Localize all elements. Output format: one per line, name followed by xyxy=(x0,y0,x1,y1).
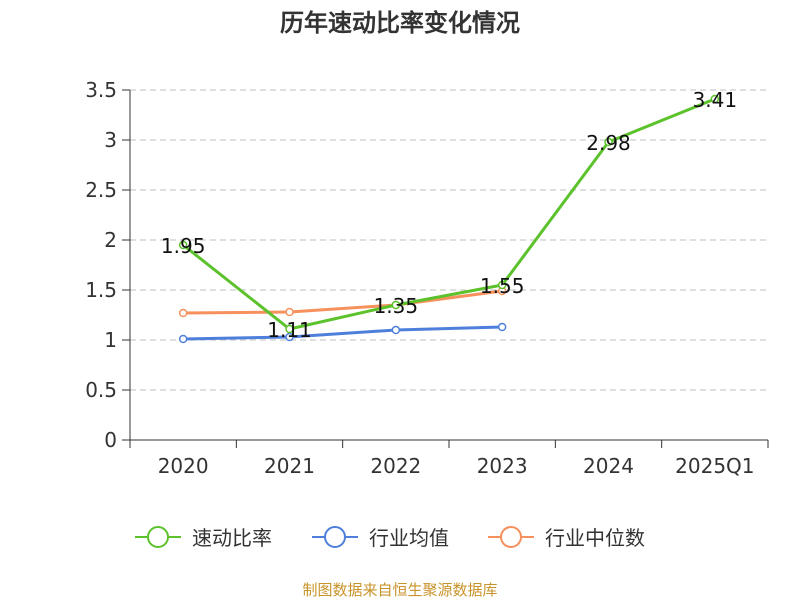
legend-swatch-marker xyxy=(500,526,522,548)
data-label: 1.55 xyxy=(480,274,525,298)
data-point xyxy=(391,300,401,310)
data-label: 1.95 xyxy=(161,234,206,258)
data-point xyxy=(178,334,188,344)
data-point xyxy=(178,308,188,318)
data-point xyxy=(285,307,294,317)
y-tick-label: 2 xyxy=(104,228,117,252)
data-label: 3.41 xyxy=(693,88,738,112)
series-0 xyxy=(178,94,720,334)
data-point xyxy=(497,322,507,332)
y-tick-label: 0 xyxy=(104,428,117,452)
series-2 xyxy=(178,286,507,318)
y-tick-label: 0.5 xyxy=(85,378,117,402)
data-point xyxy=(285,324,294,334)
series-line xyxy=(182,97,716,331)
legend: 速动比率 行业均值 行业中位数 xyxy=(135,526,645,550)
y-tick-label: 3 xyxy=(104,128,117,152)
data-label: 2.98 xyxy=(586,131,631,155)
data-point xyxy=(604,137,613,147)
series-line xyxy=(183,289,503,315)
x-tick-label: 2023 xyxy=(477,454,528,478)
data-label: 1.11 xyxy=(267,318,312,342)
legend-label: 速动比率 xyxy=(192,526,272,550)
source-note: 制图数据来自恒生聚源数据库 xyxy=(302,581,497,599)
legend-item: 行业中位数 xyxy=(488,526,645,550)
x-tick-label: 2025Q1 xyxy=(675,454,754,478)
data-point xyxy=(497,280,507,290)
y-tick-label: 3.5 xyxy=(85,78,117,102)
series xyxy=(178,94,720,344)
y-tick-label: 1.5 xyxy=(85,278,117,302)
x-tick-label: 2022 xyxy=(370,454,421,478)
series-1 xyxy=(178,322,507,344)
series-line xyxy=(183,325,503,341)
data-label: 1.35 xyxy=(374,294,419,318)
x-tick-label: 2024 xyxy=(583,454,634,478)
data-point xyxy=(391,325,401,335)
legend-swatch-marker xyxy=(147,526,169,548)
legend-swatch-marker xyxy=(324,526,346,548)
grid xyxy=(130,89,768,391)
x-tick-label: 2020 xyxy=(158,454,209,478)
legend-label: 行业中位数 xyxy=(545,526,645,550)
y-tick-label: 1 xyxy=(104,328,117,352)
data-point xyxy=(710,94,720,104)
data-point xyxy=(285,332,294,342)
legend-label: 行业均值 xyxy=(369,526,449,550)
legend-item: 速动比率 xyxy=(135,526,272,550)
y-tick-label: 2.5 xyxy=(85,178,117,202)
axes: 0 0.5 1 1.5 2 2.5 3 3.5 2020 2021 2022 2023 2024 2025… xyxy=(85,78,769,478)
x-tick-label: 2021 xyxy=(264,454,315,478)
data-labels: 1.95 1.11 1.35 1.55 2.98 3.41 xyxy=(161,88,737,342)
chart-title: 历年速动比率变化情况 xyxy=(280,9,520,37)
legend-item: 行业均值 xyxy=(312,526,449,550)
data-point xyxy=(178,240,188,250)
